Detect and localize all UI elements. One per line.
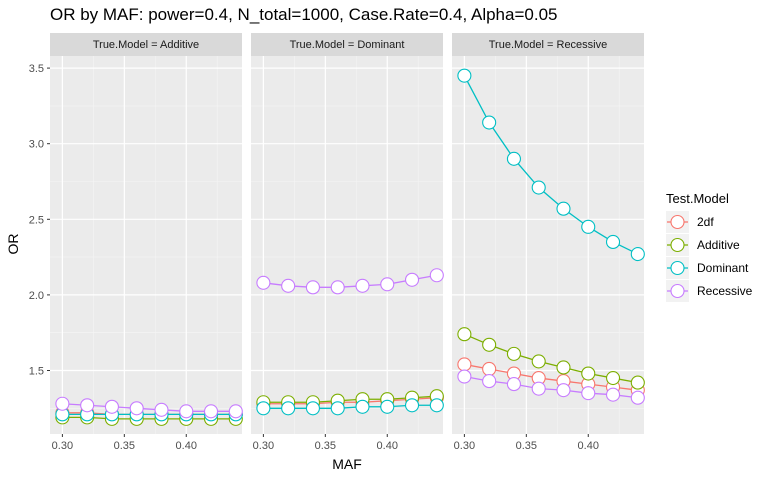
legend-key-point [670,260,685,276]
data-point [531,180,546,195]
legend-key-point [670,283,685,299]
x-tick-label: 0.40 [176,440,197,452]
x-tick-label: 0.40 [578,440,599,452]
y-tick-label: 2.0 [29,290,44,302]
facet-strip-label: True.Model = Recessive [489,39,608,51]
data-point [256,275,271,290]
y-axis-title: OR [5,234,21,255]
facet-panel: True.Model = Dominant 0.30 0.35 0.40 [251,33,444,452]
panel-background [50,56,242,434]
data-point [305,280,320,295]
x-tick-label: 0.35 [315,440,336,452]
data-point [531,381,546,396]
data-point [179,404,194,419]
x-tick-label: 0.40 [377,440,398,452]
panel-background [251,56,443,434]
y-tick-label: 3.0 [29,139,44,151]
facet-strip [452,33,644,56]
data-point [581,219,596,234]
x-tick-label: 0.30 [454,440,475,452]
data-point [457,369,472,384]
data-point [305,401,320,416]
data-point [482,374,497,389]
y-axis: 1.5 2.0 2.5 3.0 3.5 [29,63,50,377]
chart-title: OR by MAF: power=0.4, N_total=1000, Case… [50,5,557,24]
data-point [482,337,497,352]
data-point [330,401,345,416]
data-point [228,404,243,419]
data-point [581,366,596,381]
data-point [581,386,596,401]
x-tick-label: 0.35 [114,440,135,452]
data-point [355,399,370,414]
data-point [281,278,296,293]
data-point [605,234,621,250]
legend: Test.Model 2df Additive Dominant Recessive [666,191,753,302]
data-point [556,360,571,375]
data-point [457,68,472,83]
data-point [506,151,521,166]
legend-key-point [670,214,685,230]
legend-label: Recessive [697,284,753,298]
data-point [482,115,497,130]
data-point [404,272,420,287]
data-point [482,361,497,377]
data-point [429,268,444,283]
data-point [380,277,395,292]
legend-item: Additive [666,234,740,256]
data-point [605,387,621,402]
data-point [457,357,472,372]
facet-strip-label: True.Model = Dominant [290,39,405,51]
data-point [281,401,296,416]
data-point [630,375,645,390]
data-point [55,396,70,411]
data-point [154,402,169,417]
facet-strip [251,33,443,56]
x-tick-label: 0.30 [253,440,274,452]
facet-strip-label: True.Model = Additive [93,39,199,51]
x-tick-label: 0.30 [52,440,73,452]
data-point [457,327,472,342]
facet-strip [50,33,242,56]
x-tick-label: 0.35 [516,440,537,452]
legend-label: Additive [697,238,740,252]
data-point [506,377,521,392]
data-point [531,354,546,369]
legend-title: Test.Model [666,191,729,206]
y-tick-label: 2.5 [29,214,44,226]
legend-key-point [670,237,685,253]
data-point [506,346,521,361]
data-point [129,401,144,416]
y-tick-label: 3.5 [29,63,44,75]
data-point [556,201,571,216]
facet-panel: True.Model = Additive 0.30 0.35 0.40 [50,33,243,452]
legend-item: 2df [666,211,714,233]
data-point [404,398,420,413]
data-point [429,398,444,413]
data-point [203,404,219,419]
data-point [630,247,645,262]
facet-panel: True.Model = Recessive 0.30 0.35 0.40 [452,33,645,452]
data-point [256,401,271,416]
y-tick-label: 1.5 [29,365,44,377]
data-point [104,399,119,414]
legend-label: Dominant [697,261,749,275]
data-point [80,398,95,413]
x-axis-title: MAF [332,456,362,472]
data-point [330,280,345,295]
data-point [355,278,370,293]
legend-label: 2df [697,215,714,229]
data-point [630,390,645,405]
data-point [605,371,621,386]
data-point [380,399,395,414]
data-point [556,383,571,398]
legend-item: Recessive [666,280,753,302]
legend-item: Dominant [666,257,749,279]
